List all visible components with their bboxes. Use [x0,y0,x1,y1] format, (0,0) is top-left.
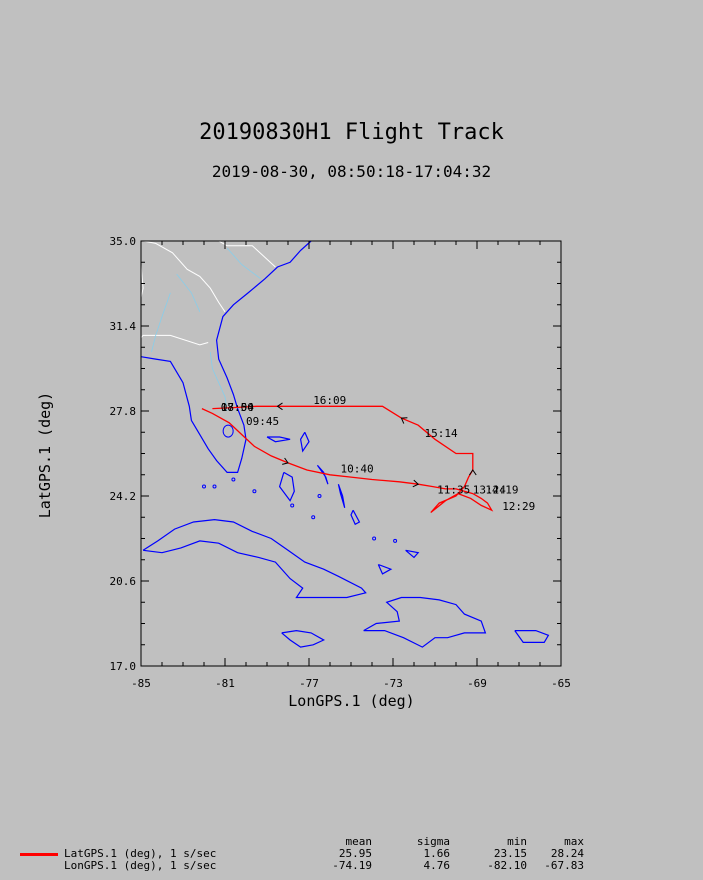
lake-okeechobee [222,424,234,438]
state-border [140,334,209,346]
coastline [405,549,420,559]
cay [290,503,295,508]
stats-mean: -74.19 [332,859,372,872]
coastline [350,509,361,526]
stats-sigma: 4.76 [423,859,451,872]
coastline [337,483,346,508]
time-label: 08:50 [221,401,254,414]
y-tick-label: 24.2 [110,490,137,503]
legend-swatch [20,853,58,856]
stats-mean: 25.95 [338,847,372,860]
direction-marker [412,479,420,488]
x-tick-label: -73 [383,677,403,690]
coastline [266,436,291,443]
river [226,247,261,280]
cay [372,536,377,541]
time-label: 17:04 [221,401,254,414]
coastline [363,596,487,648]
x-axis-label-text: LonGPS.1 (deg) [288,692,415,710]
flight-track [201,402,494,514]
y-tick-label: 31.4 [110,320,137,333]
y-tick-label: 20.6 [110,575,137,588]
time-label: 10:40 [341,462,374,475]
time-label: 14:19 [485,484,518,497]
cay [317,494,322,498]
cay [231,477,236,482]
direction-marker [400,417,408,424]
state-border [140,264,144,298]
x-tick-label: -81 [215,677,235,690]
coastline [316,464,329,485]
stats-header-row: mean sigma min max [20,836,600,848]
direction-marker [282,457,289,465]
time-label: 16:09 [313,394,346,407]
stats-sigma: 1.66 [423,847,451,860]
coastline [377,563,393,575]
stats-max: 28.24 [550,847,584,860]
stats-row: LonGPS.1 (deg), 1 s/sec -74.19 4.76 -82.… [20,860,600,872]
stats-header-mean: mean [345,835,373,848]
y-axis-label: LatGPS.1 (deg) [36,391,54,519]
cay [212,484,217,489]
time-label: 15:14 [425,427,458,440]
cay [311,515,316,520]
x-tick-label: -77 [299,677,319,690]
time-label: 09:45 [246,415,279,428]
plot-frame [140,240,562,667]
stats-header-min: min [507,835,527,848]
x-tick-label: -65 [551,677,571,690]
cay [252,489,257,494]
river [151,292,171,353]
chart-subtitle: 2019-08-30, 08:50:18-17:04:32 [211,162,492,181]
x-tick-label: -69 [467,677,487,690]
coastline [140,240,312,473]
state-border [143,240,226,313]
stats-row: LatGPS.1 (deg), 1 s/sec 25.95 1.66 23.15… [20,848,600,860]
time-label: 13:24 [473,484,506,497]
stats-min: 23.15 [493,847,527,860]
river [209,351,228,412]
stats-row-label: LatGPS.1 (deg), 1 s/sec [64,847,217,860]
cay [202,484,206,489]
stats-max: -67.83 [544,859,584,872]
axes: -85 -81 -77 -73 -69 -65 17.0 20.6 24.2 27.8 31.4 35… [110,235,571,690]
time-label: 11:35 [437,484,470,497]
direction-marker [276,402,283,411]
direction-marker [468,469,477,476]
flight-track-line [201,405,494,514]
chart-title: 20190830H1 Flight Track [199,120,504,145]
y-tick-label: 17.0 [110,660,137,673]
stats-header-sigma: sigma [416,835,450,848]
stats-header-max: max [564,835,584,848]
x-tick-label: -85 [131,677,151,690]
coastline [278,471,295,502]
coastline [281,629,326,648]
stats-row-label: LonGPS.1 (deg), 1 s/sec [64,859,217,872]
coastline [514,630,550,643]
coastline [299,431,310,453]
coastline [142,518,367,599]
y-tick-label: 27.8 [110,405,137,418]
time-label: 12:29 [502,500,535,513]
river [176,273,201,312]
stats-min: -82.10 [487,859,527,872]
basemap [140,240,550,648]
state-border [193,240,276,268]
x-axis-label: LonGPS.1 (deg) [0,692,703,710]
y-tick-label: 35.0 [110,235,137,248]
statistics-table: mean sigma min max LatGPS.1 (deg), 1 s/s… [20,836,600,872]
cay [393,538,398,543]
